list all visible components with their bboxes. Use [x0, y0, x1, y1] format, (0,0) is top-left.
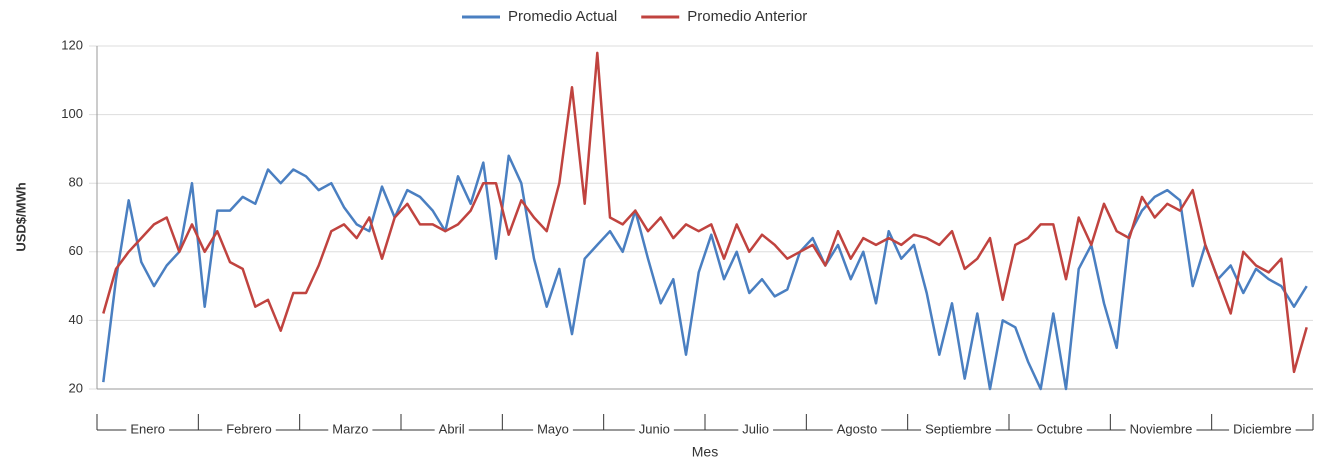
month-label-bg [921, 421, 996, 437]
month-label: Enero [130, 421, 165, 436]
month-label: Noviembre [1130, 421, 1193, 436]
legend-label: Promedio Actual [508, 8, 617, 25]
month-label: Marzo [332, 421, 368, 436]
month-label: Mayo [537, 421, 569, 436]
month-label-bg [1229, 421, 1296, 437]
x-axis-title: Mes [692, 444, 718, 460]
y-tick-label: 20 [69, 380, 83, 395]
month-label-bg [738, 421, 774, 437]
month-label-bg [1125, 421, 1197, 437]
month-label: Abril [439, 421, 465, 436]
month-label-bg [328, 421, 373, 437]
month-label: Agosto [837, 421, 877, 436]
month-label-bg [533, 421, 573, 437]
y-tick-label: 120 [61, 37, 83, 52]
y-tick-label: 60 [69, 243, 83, 258]
month-label: Septiembre [925, 421, 991, 436]
month-label: Julio [742, 421, 769, 436]
month-label-bg [434, 421, 469, 437]
legend-label: Promedio Anterior [687, 8, 807, 25]
series-line [102, 51, 1308, 374]
month-label-bg [832, 421, 882, 437]
y-tick-label: 100 [61, 106, 83, 121]
month-label-bg [222, 421, 276, 437]
month-label-bg [634, 421, 674, 437]
month-label-bg [126, 421, 170, 437]
month-label: Febrero [226, 421, 272, 436]
month-label-bg [1032, 421, 1087, 437]
y-axis-title: USD$/MWh [13, 182, 28, 251]
month-label: Diciembre [1233, 421, 1292, 436]
series-line [102, 154, 1308, 391]
month-label: Junio [639, 421, 670, 436]
y-tick-label: 40 [69, 312, 83, 327]
month-label: Octubre [1037, 421, 1083, 436]
y-tick-label: 80 [69, 175, 83, 190]
